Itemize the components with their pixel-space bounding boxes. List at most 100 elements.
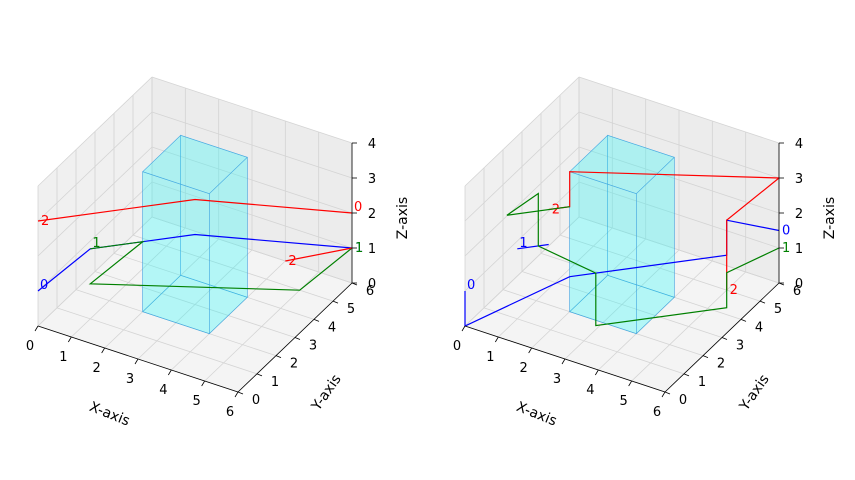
path-series-3 (726, 177, 780, 291)
y-tick-mark (664, 391, 671, 395)
path-series-0 (464, 219, 780, 327)
y-tick-label: 1 (271, 375, 279, 390)
path-series-1 (517, 243, 549, 250)
x-tick-mark (101, 347, 106, 354)
back-gridline-z (151, 181, 353, 249)
y-tick-mark (683, 373, 690, 377)
path-start-label: 0 (467, 278, 475, 293)
y-tick-label: 0 (252, 393, 260, 408)
path-series-2 (88, 240, 353, 291)
back-gridline-z (578, 216, 780, 284)
x-tick-label: 5 (620, 394, 628, 409)
x-tick-label: 5 (193, 394, 201, 409)
x-axis-label: X-axis (514, 399, 559, 430)
y-tick-label: 0 (679, 393, 687, 408)
x-tick-label: 4 (159, 383, 167, 398)
obstacle-face (569, 134, 675, 195)
z-tick-label: 2 (368, 207, 376, 222)
y-tick-mark (313, 318, 320, 322)
z-tick-label: 1 (795, 242, 803, 257)
left-gridline-z (37, 181, 153, 292)
x-tick-mark (461, 325, 466, 332)
left-gridline-z (464, 76, 580, 187)
z-tick-label: 4 (368, 137, 376, 152)
x-tick-mark (234, 391, 239, 398)
y-tick-mark (294, 337, 301, 340)
path-end-label: 1 (355, 241, 363, 256)
y-tick-label: 1 (698, 375, 706, 390)
left-gridline-z (37, 76, 153, 187)
y-tick-label: 3 (309, 339, 317, 354)
z-tick-label: 3 (368, 172, 376, 187)
z-tick-label: 0 (368, 277, 376, 292)
y-tick-label: 4 (755, 320, 763, 335)
path-end-label: 1 (355, 241, 363, 256)
x-tick-label: 3 (553, 372, 561, 387)
left-gridline-z (464, 216, 580, 327)
x-tick-label: 6 (226, 405, 234, 420)
z-axis-label: Z-axis (395, 197, 411, 239)
path-series-4 (506, 192, 780, 327)
y-tick-label: 5 (347, 302, 355, 317)
floor-gridline-y (483, 307, 685, 375)
floor-gridline-y (56, 307, 258, 375)
z-tick-label: 3 (795, 172, 803, 187)
back-gridline-z (151, 111, 353, 179)
y-tick-mark (256, 373, 263, 377)
y-tick-mark (759, 300, 766, 304)
path-end-label: 1 (782, 241, 790, 256)
path-start-label: 0 (40, 278, 48, 293)
x-tick-mark (628, 380, 633, 387)
left-gridline-z (464, 146, 580, 257)
y-tick-label: 3 (736, 339, 744, 354)
x-tick-mark (661, 391, 666, 398)
path-start-label: 0 (354, 200, 362, 215)
x-tick-label: 2 (520, 361, 528, 376)
y-tick-mark (237, 391, 244, 395)
back-gridline-z (578, 76, 780, 144)
path-start-label: 1 (92, 236, 100, 251)
y-tick-mark (721, 337, 728, 340)
y-tick-mark (275, 355, 282, 359)
back-gridline-z (578, 181, 780, 249)
left-gridline-z (37, 146, 153, 257)
z-tick-label: 1 (368, 242, 376, 257)
x-tick-label: 3 (126, 372, 134, 387)
x-tick-label: 0 (453, 339, 461, 354)
left-gridline-z (37, 111, 153, 222)
back-gridline-z (151, 76, 353, 144)
y-tick-mark (740, 318, 747, 322)
floor-gridline-y (94, 271, 296, 338)
x-tick-mark (201, 380, 206, 387)
left-gridline-z (37, 216, 153, 327)
x-tick-label: 0 (26, 339, 34, 354)
x-tick-mark (167, 369, 172, 376)
y-tick-mark (332, 300, 339, 304)
z-tick-label: 0 (795, 277, 803, 292)
z-tick-label: 4 (795, 137, 803, 152)
path-series-3 (285, 247, 353, 262)
x-axis-label: X-axis (87, 399, 132, 430)
y-tick-label: 5 (774, 302, 782, 317)
z-tick-label: 2 (795, 207, 803, 222)
obstacle-face (142, 171, 210, 335)
obstacle-face (142, 134, 248, 195)
y-tick-label: 2 (290, 357, 298, 372)
x-tick-label: 2 (93, 361, 101, 376)
back-gridline-z (578, 146, 780, 214)
right-3d-axes: 0012210123456012345601234X-axisY-axisZ-a… (453, 76, 838, 430)
y-tick-label: 6 (366, 284, 374, 299)
path-end-label: 2 (730, 283, 738, 298)
x-tick-mark (34, 325, 39, 332)
x-tick-label: 1 (59, 350, 67, 365)
x-tick-mark (528, 347, 533, 354)
y-tick-label: 2 (717, 357, 725, 372)
obstacle-face (569, 171, 637, 335)
y-tick-label: 6 (793, 284, 801, 299)
path-end-label: 2 (41, 214, 49, 229)
floor-gridline-y (521, 271, 723, 338)
left-gridline-z (464, 111, 580, 222)
path-series-1 (37, 198, 353, 222)
